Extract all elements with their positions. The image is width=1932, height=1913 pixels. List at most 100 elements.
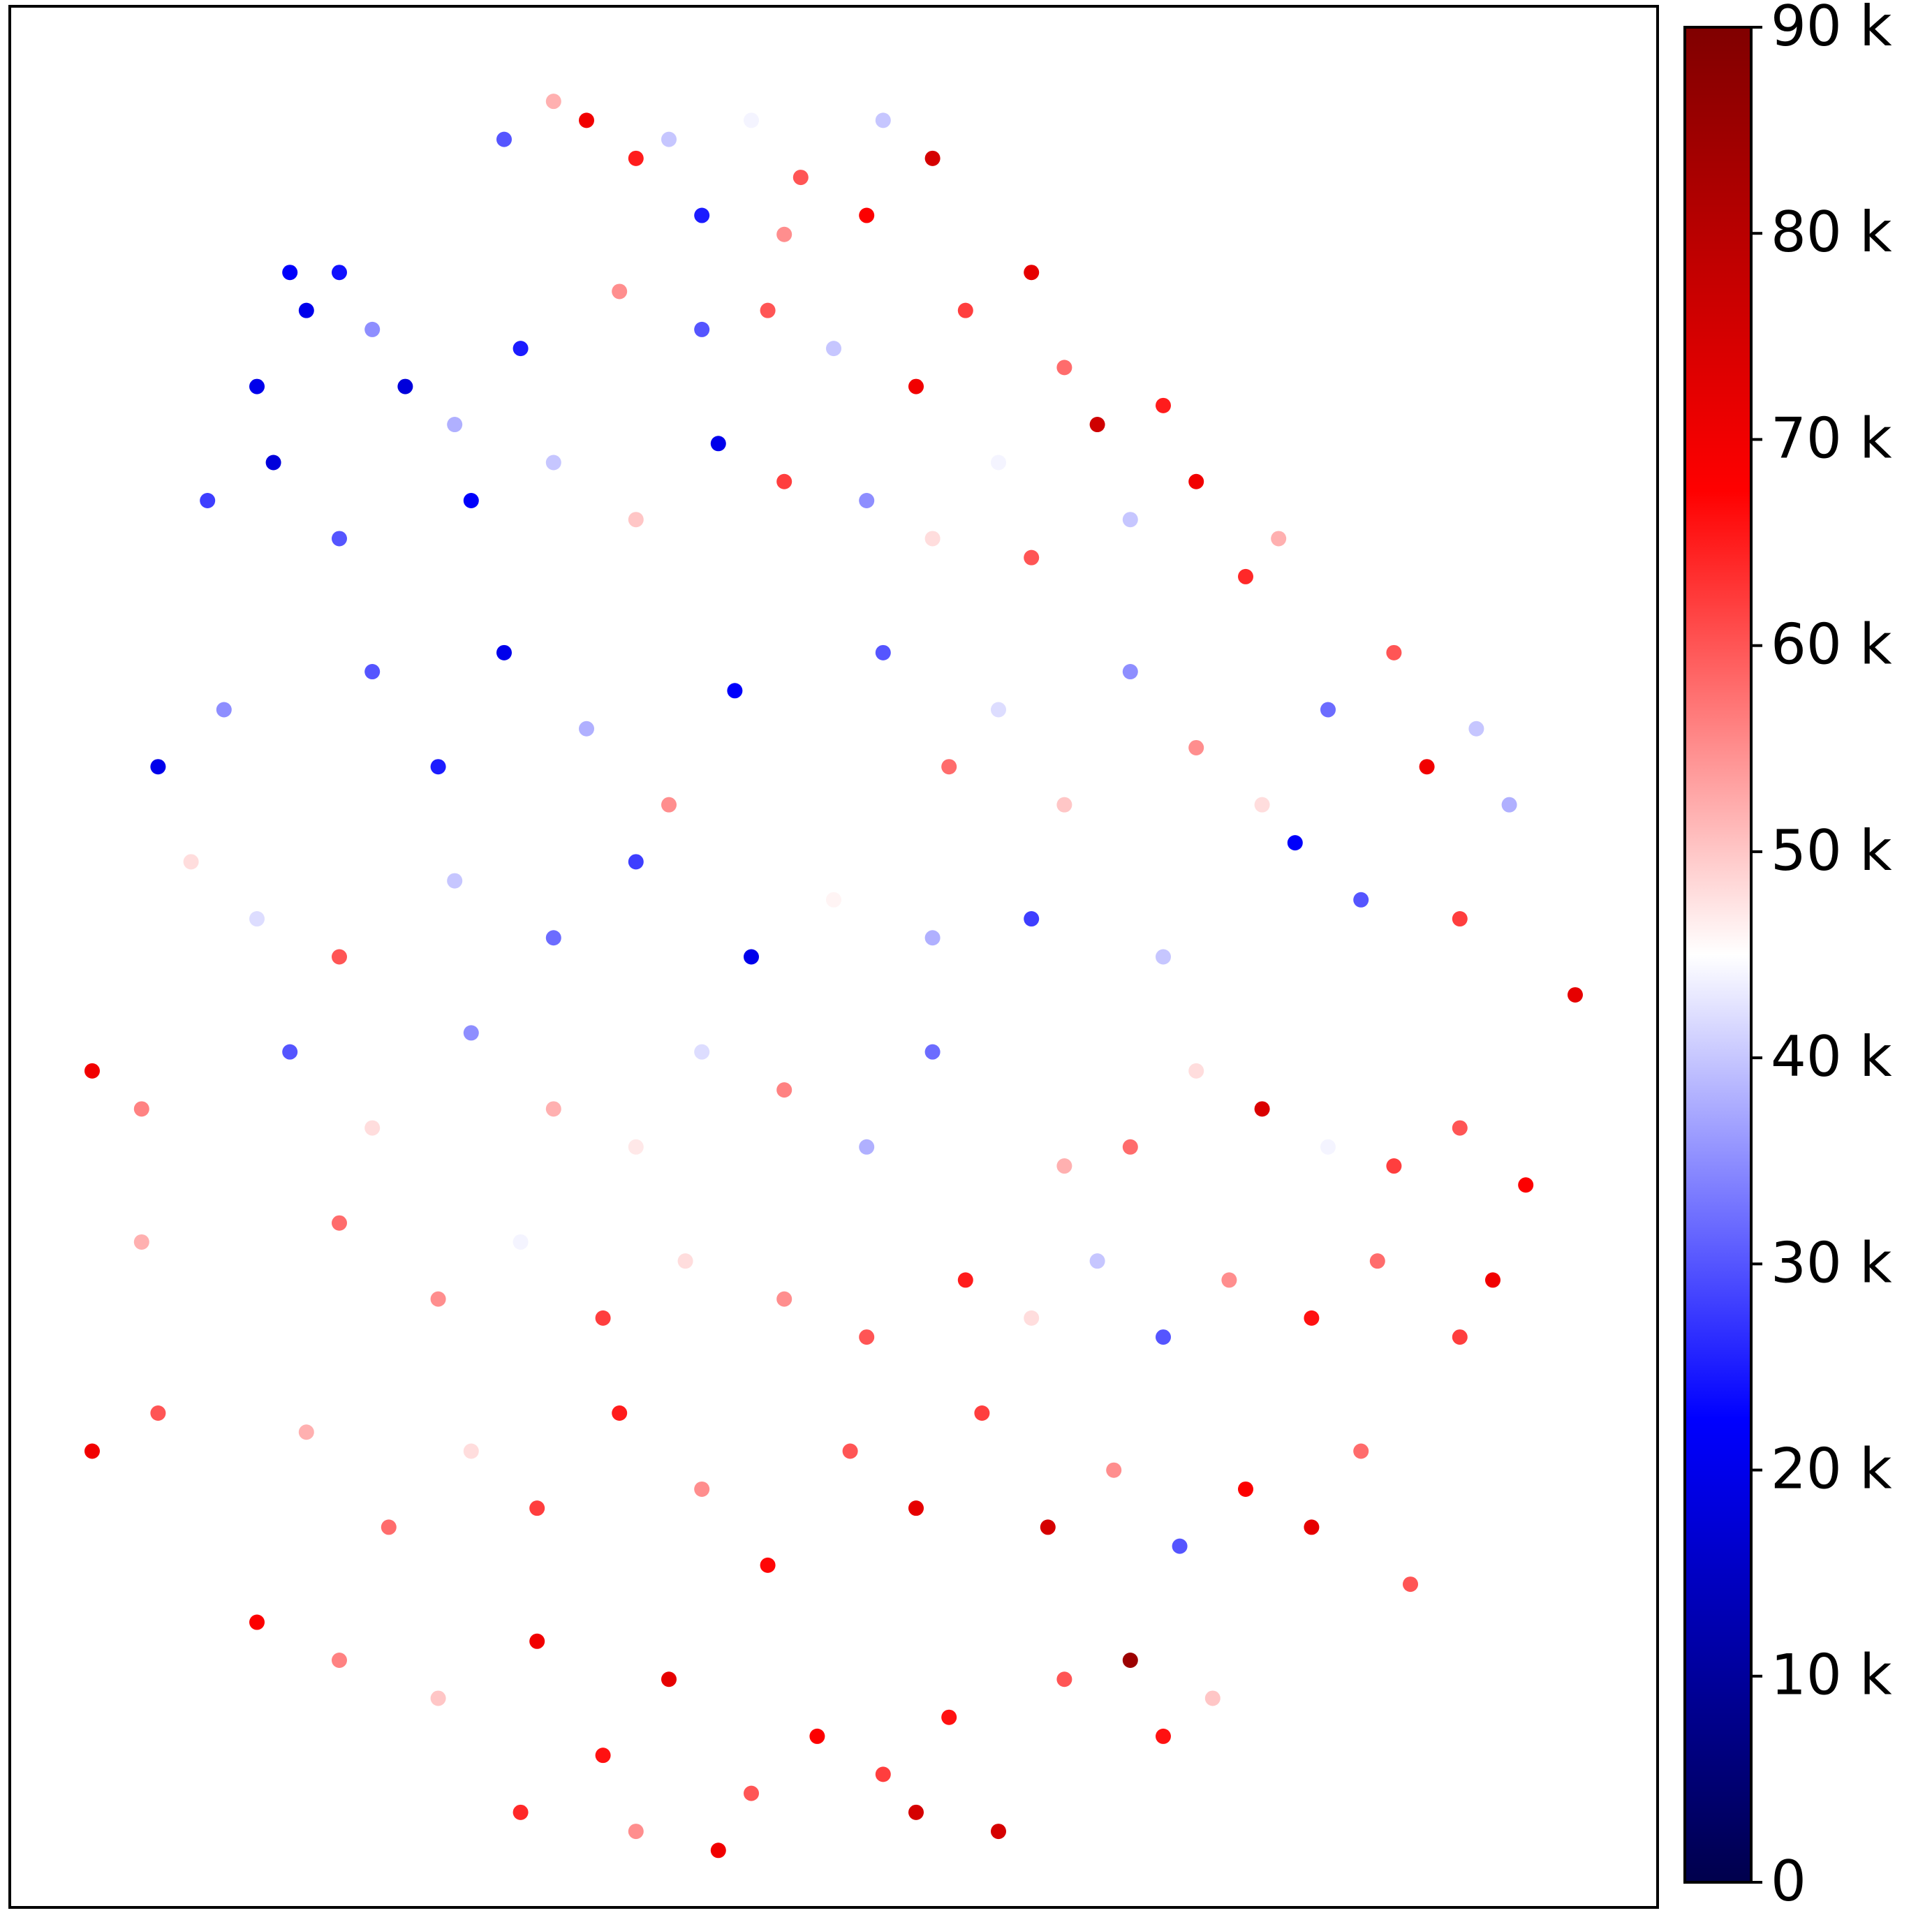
point <box>332 1215 347 1231</box>
point <box>859 492 875 508</box>
point <box>298 302 314 318</box>
point <box>1056 797 1072 813</box>
point <box>513 341 529 357</box>
point <box>1024 549 1040 566</box>
point <box>545 455 561 471</box>
point <box>200 1139 216 1155</box>
point <box>1089 1253 1105 1269</box>
point <box>1403 1576 1418 1593</box>
point <box>1188 473 1204 489</box>
point <box>1122 664 1138 680</box>
point <box>957 1272 973 1288</box>
point <box>1007 1101 1023 1117</box>
point <box>612 1405 628 1421</box>
point <box>249 1614 265 1630</box>
point <box>809 739 825 755</box>
colorbar-tick-label: 0 <box>1771 1849 1806 1913</box>
point <box>364 664 381 680</box>
colorbar-tick-label: 20 k <box>1771 1437 1892 1502</box>
point <box>529 1633 545 1649</box>
point <box>545 1101 561 1117</box>
point <box>710 1842 726 1859</box>
point <box>1287 835 1303 851</box>
point <box>908 378 924 394</box>
point <box>628 854 644 870</box>
point <box>1040 1519 1056 1535</box>
point <box>447 873 463 889</box>
point <box>1304 1310 1320 1326</box>
point <box>430 1690 446 1706</box>
point <box>991 702 1006 718</box>
colorbar-tick-label: 80 k <box>1771 200 1892 265</box>
point <box>1419 759 1435 775</box>
point <box>496 644 512 660</box>
point <box>908 1500 924 1516</box>
point <box>1452 911 1468 927</box>
point <box>381 1519 397 1535</box>
point <box>776 226 792 242</box>
point <box>579 378 594 394</box>
point <box>628 1139 644 1155</box>
point <box>744 1785 759 1801</box>
point <box>150 1405 166 1421</box>
point <box>1238 1481 1253 1497</box>
point <box>941 1709 957 1725</box>
point <box>1452 1120 1468 1136</box>
point <box>875 112 891 128</box>
point <box>397 378 413 394</box>
point <box>1568 987 1583 1003</box>
point <box>1056 1158 1072 1174</box>
point <box>579 112 594 128</box>
point <box>1156 949 1171 965</box>
point <box>1156 1329 1171 1345</box>
point <box>332 949 347 965</box>
colorbar-tick-label: 30 k <box>1771 1230 1892 1295</box>
point <box>924 150 941 166</box>
point <box>513 1234 529 1250</box>
point <box>332 265 347 281</box>
point <box>282 265 298 281</box>
point <box>1122 512 1138 528</box>
point <box>991 455 1006 471</box>
point <box>1304 1519 1320 1535</box>
point <box>776 1082 792 1098</box>
point <box>298 1424 314 1440</box>
point <box>1518 873 1534 889</box>
point <box>661 1671 677 1687</box>
point <box>447 417 463 433</box>
point <box>430 1291 446 1307</box>
point <box>1518 1177 1534 1193</box>
point <box>908 1804 924 1820</box>
point <box>1386 644 1402 660</box>
point <box>332 1653 347 1669</box>
point <box>612 283 628 300</box>
point <box>133 1101 149 1117</box>
point <box>1024 1310 1040 1326</box>
point <box>1024 265 1040 281</box>
points <box>84 94 1583 1859</box>
point <box>1204 1690 1221 1706</box>
point <box>875 1766 891 1782</box>
point <box>84 1443 100 1459</box>
point <box>233 1272 249 1288</box>
point <box>760 302 776 318</box>
point <box>282 1044 298 1060</box>
point <box>1452 1329 1468 1345</box>
point <box>1156 1728 1171 1744</box>
point <box>1056 1671 1072 1687</box>
point <box>661 797 677 813</box>
point <box>924 930 941 946</box>
point <box>298 797 314 813</box>
point <box>1238 568 1253 584</box>
point <box>776 1291 792 1307</box>
point <box>842 1443 858 1459</box>
point <box>727 683 743 699</box>
point <box>744 949 759 965</box>
point <box>1254 1101 1270 1117</box>
point <box>1188 1063 1204 1079</box>
point <box>1056 360 1072 376</box>
point <box>776 473 792 489</box>
point <box>694 321 710 337</box>
point <box>957 302 973 318</box>
